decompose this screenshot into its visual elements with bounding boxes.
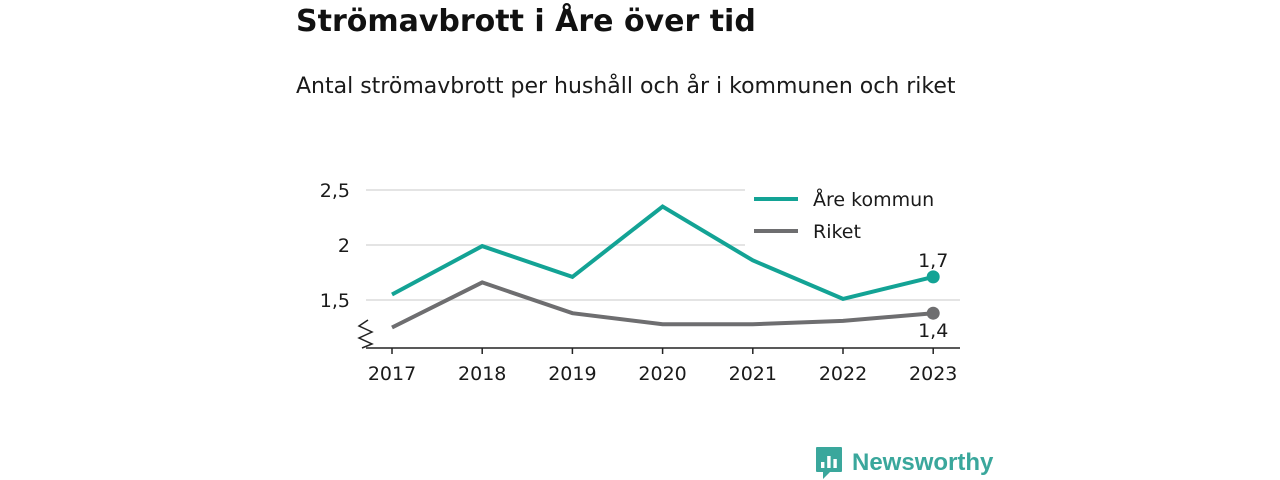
y-tick-label: 2	[338, 235, 350, 257]
series-end-point	[926, 270, 940, 284]
newsworthy-logo-icon	[816, 447, 842, 479]
brand-name: Newsworthy	[852, 449, 994, 476]
chart-subtitle: Antal strömavbrott per hushåll och år i …	[296, 74, 956, 99]
x-tick-label: 2022	[819, 363, 867, 385]
y-tick-label: 2,5	[320, 180, 350, 202]
newsworthy-brand: Newsworthy	[815, 446, 993, 480]
end-value-label: 1,7	[918, 250, 948, 272]
legend-label: Riket	[813, 221, 861, 243]
legend-background	[745, 180, 960, 248]
legend-label: Åre kommun	[813, 188, 934, 211]
axis-break-icon	[357, 319, 374, 349]
series-line	[391, 204, 934, 302]
end-value-label: 1,4	[918, 320, 948, 342]
x-tick-label: 2018	[458, 363, 506, 385]
x-tick-label: 2019	[548, 363, 596, 385]
x-tick-label: 2021	[729, 363, 777, 385]
x-tick-label: 2017	[368, 363, 416, 385]
chart-title: Strömavbrott i Åre över tid	[296, 4, 756, 39]
x-tick-label: 2023	[909, 363, 957, 385]
series-end-point	[926, 306, 940, 320]
y-tick-label: 1,5	[320, 290, 350, 312]
x-tick-label: 2020	[638, 363, 686, 385]
series-line	[391, 280, 934, 330]
